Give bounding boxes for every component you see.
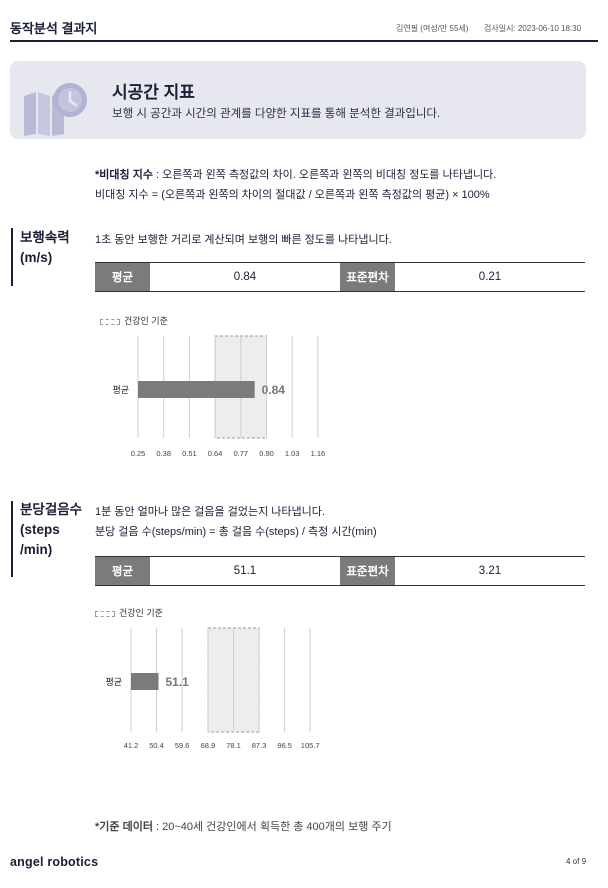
- banner-description: 보행 시 공간과 시간의 관계를 다양한 지표를 통해 분석한 결과입니다.: [112, 108, 441, 120]
- legend-label: 건강인 기준: [124, 316, 168, 326]
- chart-svg: 41.2 50.4 59.6 68.9 78.1 87.3 96.5 105.7 평균 51.1: [105, 627, 320, 750]
- mean-value: 0.84: [233, 271, 257, 283]
- tick-label: 0.51: [182, 449, 197, 458]
- legend-swatch: [100, 318, 120, 325]
- section-title-line: 분당걸음수: [20, 502, 83, 517]
- tick-label: 0.64: [208, 449, 223, 458]
- stats-table: 평균 51.1 표준편차 3.21: [95, 556, 585, 586]
- asymmetry-definition: *비대칭 지수 : 오른쪽과 왼쪽 측정값의 차이. 오른쪽과 왼쪽의 비대칭 …: [95, 166, 496, 182]
- header-divider: [10, 40, 598, 42]
- category-label: 평균: [112, 385, 129, 395]
- mean-value: 51.1: [233, 565, 257, 577]
- tick-label: 87.3: [252, 741, 267, 750]
- section-marker: [11, 228, 13, 286]
- tick-label: 1.16: [311, 449, 326, 458]
- sd-value: 3.21: [478, 565, 502, 577]
- exam-date: 검사일시: 2023-06-10 18:30: [484, 24, 582, 33]
- tick-label: 105.7: [301, 741, 320, 750]
- section-description: 1분 동안 얼마나 많은 걸음을 걸었는지 나타냅니다.: [95, 506, 325, 518]
- page-number: 4 of 9: [566, 857, 587, 866]
- chart-svg: 0.25 0.38 0.51 0.64 0.77 0.90 1.03 1.16 평균 0.84: [112, 335, 326, 458]
- mean-bar: [131, 673, 159, 690]
- tick-label: 0.77: [233, 449, 248, 458]
- asymmetry-formula: 비대칭 지수 = (오른쪽과 왼쪽의 차이의 절대값 / 오른쪽과 왼쪽 측정값…: [95, 189, 490, 201]
- reference-data-label: *기준 데이터: [95, 821, 153, 833]
- asymmetry-text: : 오른쪽과 왼쪽 측정값의 차이. 오른쪽과 왼쪽의 비대칭 정도를 나타냅니…: [152, 169, 497, 181]
- legend-swatch: [95, 610, 115, 617]
- section-marker: [11, 501, 13, 577]
- tick-label: 59.6: [175, 741, 190, 750]
- section-title: 분당걸음수 (steps /min): [20, 500, 82, 560]
- mean-label: 평균: [95, 263, 150, 291]
- tick-label: 78.1: [226, 741, 241, 750]
- bar-value-label: 51.1: [166, 675, 190, 689]
- reference-data-note: *기준 데이터 : 20~40세 건강인에서 획득한 총 400개의 보행 주기: [95, 818, 392, 834]
- bar-value-label: 0.84: [262, 383, 286, 397]
- tick-label: 50.4: [149, 741, 164, 750]
- mean-label: 평균: [95, 557, 150, 585]
- asymmetry-label: *비대칭 지수: [95, 169, 153, 181]
- section-formula: 분당 걸음 수(steps/min) = 총 걸음 수(steps) / 측정 …: [95, 526, 377, 538]
- tick-label: 41.2: [124, 741, 139, 750]
- chart-legend: 건강인 기준: [100, 314, 168, 327]
- section-title-line: 보행속력: [20, 230, 70, 245]
- tick-label: 1.03: [285, 449, 300, 458]
- patient-info: 김연필 (여성/만 55세): [396, 24, 469, 33]
- legend-label: 건강인 기준: [119, 608, 163, 618]
- reference-data-text: : 20~40세 건강인에서 획득한 총 400개의 보행 주기: [152, 821, 392, 833]
- tick-label: 68.9: [201, 741, 216, 750]
- tick-label: 0.90: [259, 449, 274, 458]
- brand-logo: angel robotics: [10, 855, 99, 869]
- category-label: 평균: [105, 677, 122, 687]
- section-title-unit: /min): [20, 542, 53, 557]
- mean-bar: [138, 381, 255, 398]
- tick-label: 96.5: [277, 741, 292, 750]
- stats-table: 평균 0.84 표준편차 0.21: [95, 262, 585, 292]
- section-banner: [10, 61, 586, 139]
- tick-label: 0.38: [156, 449, 171, 458]
- chart-legend: 건강인 기준: [95, 606, 163, 619]
- section-title: 보행속력 (m/s): [20, 228, 70, 268]
- sd-label: 표준편차: [340, 263, 395, 291]
- sd-label: 표준편차: [340, 557, 395, 585]
- cadence-chart: 41.2 50.4 59.6 68.9 78.1 87.3 96.5 105.7 평균 51.1: [95, 627, 335, 759]
- banner-title: 시공간 지표: [112, 83, 195, 102]
- section-title-unit: (steps: [20, 522, 60, 537]
- calendar-clock-icon: [22, 78, 92, 140]
- sd-value: 0.21: [478, 271, 502, 283]
- gait-speed-chart: 0.25 0.38 0.51 0.64 0.77 0.90 1.03 1.16 평균 0.84: [95, 335, 335, 467]
- section-description: 1초 동안 보행한 거리로 계산되며 보행의 빠른 정도를 나타냅니다.: [95, 234, 392, 246]
- report-title: 동작분석 결과지: [10, 21, 98, 36]
- tick-label: 0.25: [131, 449, 146, 458]
- section-title-unit: (m/s): [20, 250, 53, 265]
